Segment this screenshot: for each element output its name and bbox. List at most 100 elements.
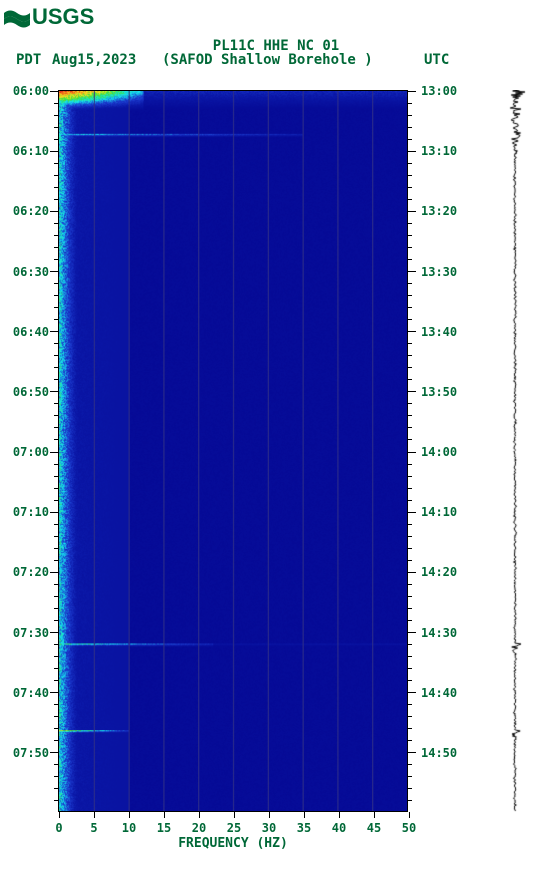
- y-minor-tick-left: [54, 295, 58, 296]
- y-minor-tick-right: [408, 476, 412, 477]
- y-minor-tick-left: [54, 115, 58, 116]
- y-minor-tick-right: [408, 367, 412, 368]
- y-tick-left: [50, 331, 58, 332]
- y-tick-label-utc: 13:50: [421, 385, 457, 399]
- x-tick-label: 10: [122, 821, 136, 835]
- y-minor-tick-left: [54, 740, 58, 741]
- y-minor-tick-left: [54, 500, 58, 501]
- y-tick-right: [408, 331, 416, 332]
- y-minor-tick-right: [408, 163, 412, 164]
- date-label: Aug15,2023: [52, 52, 136, 68]
- y-tick-right: [408, 452, 416, 453]
- y-tick-label-utc: 13:30: [421, 265, 457, 279]
- waveform-canvas: [500, 90, 530, 812]
- y-tick-label-pdt: 07:10: [9, 505, 49, 519]
- y-minor-tick-left: [54, 680, 58, 681]
- y-tick-label-pdt: 06:30: [9, 265, 49, 279]
- y-minor-tick-right: [408, 283, 412, 284]
- y-minor-tick-right: [408, 788, 412, 789]
- x-tick-label: 0: [55, 821, 62, 835]
- y-tick-left: [50, 692, 58, 693]
- y-minor-tick-right: [408, 235, 412, 236]
- y-minor-tick-right: [408, 199, 412, 200]
- y-tick-left: [50, 752, 58, 753]
- y-tick-right: [408, 151, 416, 152]
- y-minor-tick-left: [54, 596, 58, 597]
- y-minor-tick-right: [408, 427, 412, 428]
- y-minor-tick-left: [54, 788, 58, 789]
- y-tick-label-pdt: 07:40: [9, 686, 49, 700]
- y-minor-tick-left: [54, 608, 58, 609]
- y-minor-tick-right: [408, 187, 412, 188]
- y-minor-tick-left: [54, 187, 58, 188]
- y-minor-tick-left: [54, 464, 58, 465]
- y-tick-right: [408, 632, 416, 633]
- y-minor-tick-left: [54, 235, 58, 236]
- y-minor-tick-left: [54, 488, 58, 489]
- y-minor-tick-right: [408, 259, 412, 260]
- y-tick-right: [408, 752, 416, 753]
- y-minor-tick-right: [408, 704, 412, 705]
- y-minor-tick-left: [54, 536, 58, 537]
- y-minor-tick-left: [54, 379, 58, 380]
- y-minor-tick-right: [408, 223, 412, 224]
- y-minor-tick-right: [408, 548, 412, 549]
- x-tick-label: 35: [297, 821, 311, 835]
- y-tick-right: [408, 391, 416, 392]
- y-minor-tick-left: [54, 524, 58, 525]
- y-tick-label-pdt: 07:30: [9, 626, 49, 640]
- y-minor-tick-right: [408, 115, 412, 116]
- y-tick-label-utc: 13:10: [421, 144, 457, 158]
- y-tick-left: [50, 391, 58, 392]
- y-tick-label-pdt: 06:40: [9, 325, 49, 339]
- y-tick-label-utc: 14:20: [421, 565, 457, 579]
- y-minor-tick-left: [54, 427, 58, 428]
- x-tick: [409, 812, 410, 818]
- x-tick-label: 15: [157, 821, 171, 835]
- tz-left-label: PDT: [16, 52, 41, 68]
- x-tick: [129, 812, 130, 818]
- y-minor-tick-right: [408, 560, 412, 561]
- x-tick-label: 5: [90, 821, 97, 835]
- y-minor-tick-left: [54, 259, 58, 260]
- usgs-wave-icon: [4, 6, 30, 28]
- y-minor-tick-right: [408, 716, 412, 717]
- y-minor-tick-left: [54, 716, 58, 717]
- x-tick: [94, 812, 95, 818]
- x-tick: [269, 812, 270, 818]
- y-minor-tick-left: [54, 355, 58, 356]
- y-tick-left: [50, 632, 58, 633]
- y-minor-tick-left: [54, 548, 58, 549]
- x-tick-label: 20: [192, 821, 206, 835]
- y-minor-tick-left: [54, 584, 58, 585]
- y-tick-left: [50, 572, 58, 573]
- y-minor-tick-left: [54, 307, 58, 308]
- y-tick-label-pdt: 06:10: [9, 144, 49, 158]
- x-tick: [59, 812, 60, 818]
- y-tick-left: [50, 271, 58, 272]
- y-minor-tick-left: [54, 728, 58, 729]
- y-minor-tick-right: [408, 247, 412, 248]
- y-minor-tick-right: [408, 343, 412, 344]
- y-minor-tick-left: [54, 415, 58, 416]
- y-minor-tick-right: [408, 295, 412, 296]
- y-minor-tick-left: [54, 476, 58, 477]
- x-tick: [339, 812, 340, 818]
- y-tick-label-utc: 14:00: [421, 445, 457, 459]
- y-minor-tick-left: [54, 247, 58, 248]
- y-minor-tick-left: [54, 367, 58, 368]
- y-tick-label-pdt: 07:20: [9, 565, 49, 579]
- y-tick-left: [50, 512, 58, 513]
- x-tick: [304, 812, 305, 818]
- y-minor-tick-right: [408, 776, 412, 777]
- y-tick-label-utc: 13:20: [421, 204, 457, 218]
- y-tick-label-utc: 14:10: [421, 505, 457, 519]
- y-tick-label-utc: 14:30: [421, 626, 457, 640]
- y-minor-tick-left: [54, 139, 58, 140]
- y-minor-tick-right: [408, 379, 412, 380]
- y-minor-tick-left: [54, 656, 58, 657]
- y-minor-tick-right: [408, 524, 412, 525]
- x-tick-label: 30: [262, 821, 276, 835]
- y-minor-tick-left: [54, 163, 58, 164]
- x-tick: [164, 812, 165, 818]
